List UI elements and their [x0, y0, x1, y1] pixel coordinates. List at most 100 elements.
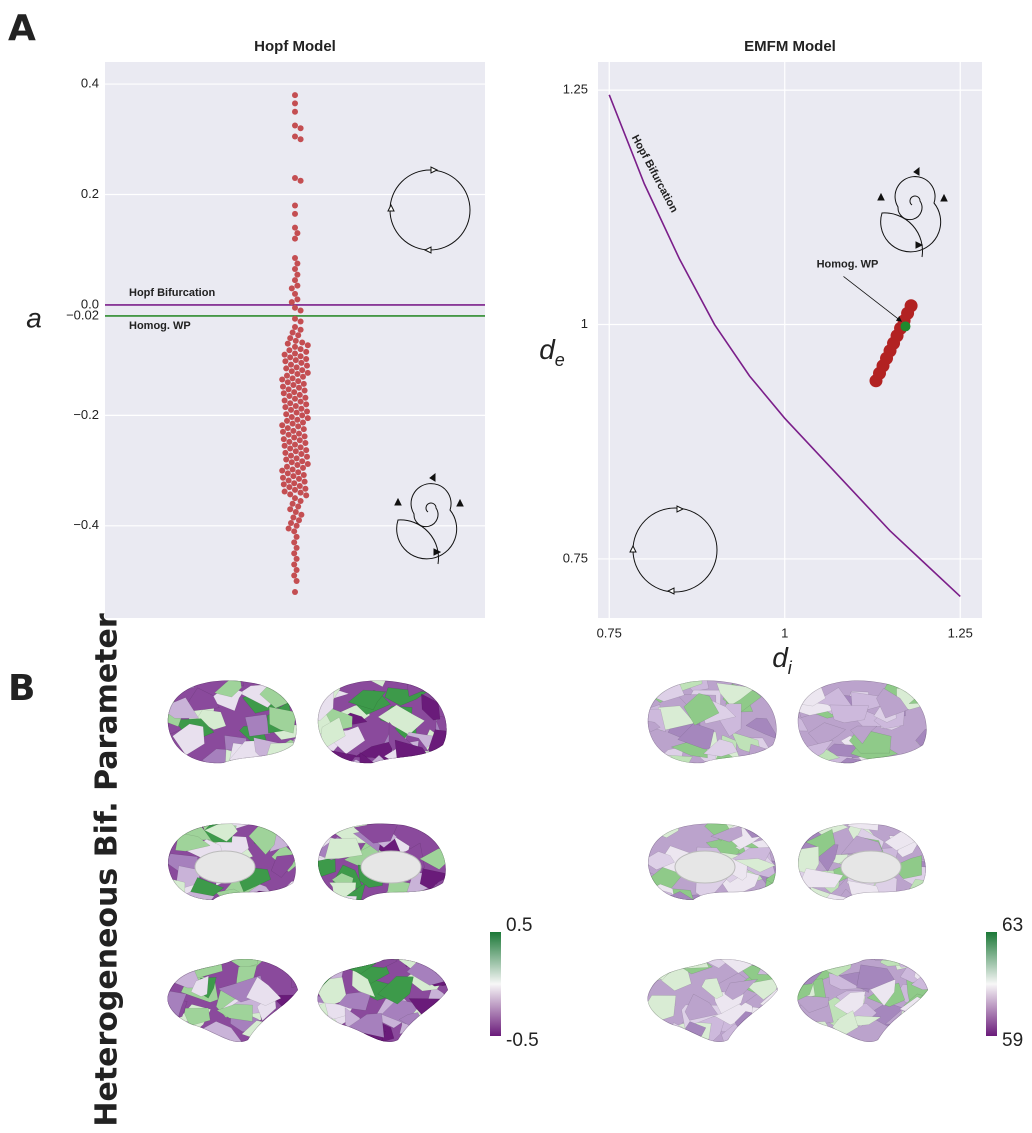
data-point	[301, 433, 308, 440]
brain-surface	[797, 959, 928, 1043]
data-point	[291, 389, 298, 396]
data-point	[285, 477, 292, 484]
data-point	[304, 369, 311, 376]
data-point	[297, 326, 304, 333]
data-point	[303, 348, 310, 355]
data-point	[287, 445, 294, 452]
panel-label: A	[8, 8, 36, 49]
data-point	[290, 427, 297, 434]
data-point	[299, 339, 306, 346]
annotation-arrow	[843, 276, 902, 322]
brain-surface	[647, 959, 778, 1043]
data-point	[292, 350, 298, 357]
y-tick-label: 0.75	[563, 550, 588, 565]
data-point	[288, 414, 295, 421]
data-point	[301, 387, 308, 394]
data-point	[292, 108, 298, 115]
y-axis-label: de	[539, 334, 565, 369]
data-point	[293, 522, 300, 529]
data-point	[292, 202, 298, 209]
data-point	[304, 342, 311, 349]
data-point	[297, 398, 304, 405]
colorbar-label: 0.5	[506, 915, 532, 936]
data-point	[297, 444, 304, 451]
phase-icons	[387, 166, 948, 595]
chart-title: EMFM Model	[744, 38, 836, 55]
data-point	[292, 343, 298, 350]
data-point	[289, 500, 296, 507]
data-point	[304, 460, 311, 467]
data-point	[285, 431, 292, 438]
data-point	[292, 235, 298, 242]
data-point	[296, 384, 302, 391]
data-point	[288, 368, 295, 375]
data-point	[300, 426, 307, 433]
data-point	[297, 177, 304, 184]
data-point	[292, 266, 298, 273]
data-point	[284, 340, 291, 347]
data-point	[288, 285, 295, 292]
y-axis-label: a	[26, 302, 42, 333]
data-point	[294, 462, 301, 469]
brain-surface	[167, 959, 298, 1043]
data-point	[287, 354, 294, 361]
brain-surface	[648, 823, 776, 900]
data-point	[292, 395, 298, 402]
data-point	[292, 402, 299, 409]
data-point	[280, 383, 286, 390]
data-point	[286, 393, 293, 400]
data-point	[292, 441, 298, 448]
data-point	[281, 442, 288, 449]
brain-surface	[168, 823, 296, 900]
data-point	[303, 356, 310, 363]
annotation: Homog. WP	[817, 258, 879, 270]
data-point	[291, 550, 298, 557]
brain-surface	[317, 959, 448, 1043]
data-point	[302, 485, 309, 492]
data-point	[900, 321, 911, 332]
data-point	[282, 358, 289, 365]
data-point	[300, 419, 306, 426]
data-point	[292, 100, 298, 107]
data-point	[293, 566, 300, 573]
data-point	[288, 520, 294, 527]
colorbar	[490, 932, 501, 1036]
data-point	[288, 299, 295, 306]
data-point	[293, 578, 300, 585]
data-point	[294, 296, 301, 303]
data-point	[283, 456, 290, 463]
data-point	[291, 539, 298, 546]
data-point	[296, 430, 302, 437]
data-point	[292, 133, 298, 140]
data-point	[286, 484, 293, 491]
data-point	[293, 555, 300, 562]
colorbar-label: -0.5	[506, 1030, 539, 1051]
chart-title: Hopf Model	[254, 38, 336, 55]
data-point	[292, 122, 298, 129]
data-point	[283, 365, 290, 372]
data-point	[293, 533, 300, 540]
data-point	[291, 528, 298, 535]
x-axis-label: di	[772, 642, 793, 677]
data-point	[282, 404, 289, 411]
data-point	[904, 299, 918, 313]
x-tick-label: 1	[781, 625, 788, 640]
brain-maps	[167, 680, 928, 1043]
data-point	[296, 391, 303, 398]
data-point	[292, 315, 298, 322]
data-point	[297, 318, 304, 325]
data-point	[280, 474, 286, 481]
data-point	[289, 466, 296, 473]
data-point	[288, 459, 295, 466]
data-point	[302, 394, 309, 401]
data-point	[293, 544, 300, 551]
data-point	[287, 400, 294, 407]
data-point	[284, 425, 291, 432]
data-point	[291, 434, 298, 441]
data-point	[292, 290, 298, 297]
data-point	[288, 361, 294, 368]
plot-area	[598, 62, 982, 618]
brain-surface	[167, 680, 297, 764]
data-point	[289, 375, 296, 382]
data-point	[297, 125, 304, 132]
